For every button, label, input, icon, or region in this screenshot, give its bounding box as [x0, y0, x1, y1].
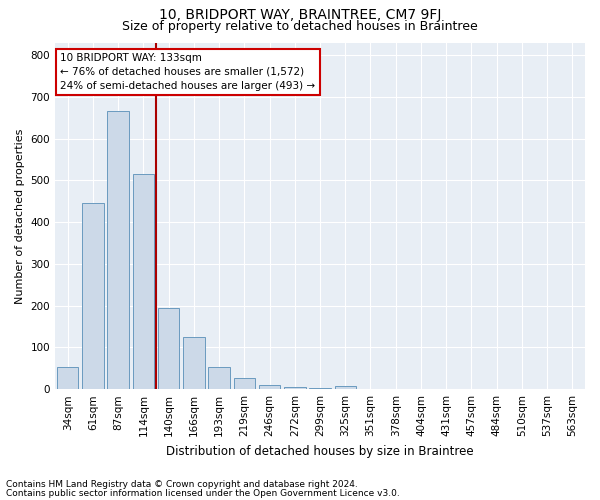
Y-axis label: Number of detached properties: Number of detached properties	[15, 128, 25, 304]
Bar	[107, 112, 129, 389]
Text: 10, BRIDPORT WAY, BRAINTREE, CM7 9FJ: 10, BRIDPORT WAY, BRAINTREE, CM7 9FJ	[159, 8, 441, 22]
Bar	[183, 337, 205, 389]
Bar	[82, 204, 104, 389]
Text: Contains HM Land Registry data © Crown copyright and database right 2024.: Contains HM Land Registry data © Crown c…	[6, 480, 358, 489]
Bar	[335, 386, 356, 389]
Text: 10 BRIDPORT WAY: 133sqm
← 76% of detached houses are smaller (1,572)
24% of semi: 10 BRIDPORT WAY: 133sqm ← 76% of detache…	[61, 53, 316, 91]
Bar	[233, 378, 255, 389]
Text: Contains public sector information licensed under the Open Government Licence v3: Contains public sector information licen…	[6, 489, 400, 498]
Bar	[208, 368, 230, 389]
Bar	[259, 385, 280, 389]
Text: Size of property relative to detached houses in Braintree: Size of property relative to detached ho…	[122, 20, 478, 33]
Bar	[284, 387, 305, 389]
X-axis label: Distribution of detached houses by size in Braintree: Distribution of detached houses by size …	[166, 444, 474, 458]
Bar	[158, 308, 179, 389]
Bar	[57, 368, 79, 389]
Bar	[309, 388, 331, 389]
Bar	[133, 174, 154, 389]
